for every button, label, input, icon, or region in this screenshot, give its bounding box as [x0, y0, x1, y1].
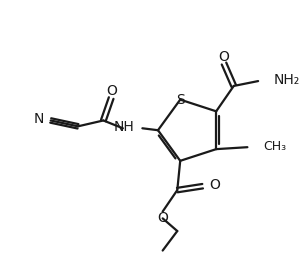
Text: NH: NH [114, 120, 135, 134]
Text: NH₂: NH₂ [274, 73, 300, 87]
Text: O: O [107, 84, 118, 98]
Text: O: O [219, 50, 230, 64]
Text: O: O [209, 178, 220, 192]
Text: O: O [157, 211, 168, 225]
Text: S: S [176, 93, 185, 107]
Text: CH₃: CH₃ [263, 140, 286, 153]
Text: N: N [33, 113, 44, 126]
